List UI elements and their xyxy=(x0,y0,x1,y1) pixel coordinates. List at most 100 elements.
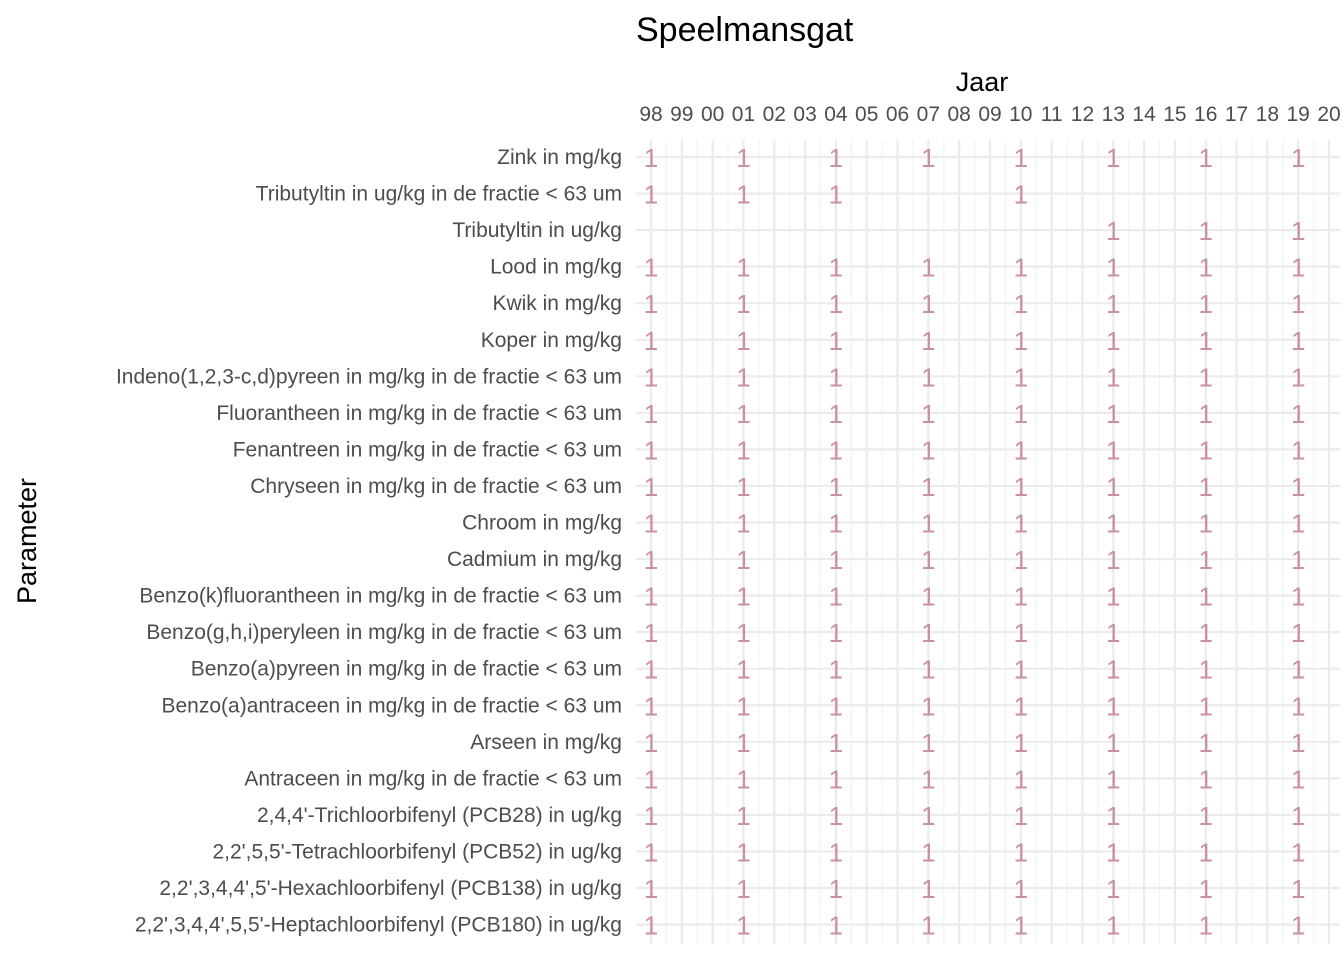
data-point-label: 1 xyxy=(644,545,658,575)
data-point-label: 1 xyxy=(921,655,935,685)
data-point-label: 1 xyxy=(829,764,843,794)
data-point-label: 1 xyxy=(644,253,658,283)
data-point-label: 1 xyxy=(921,289,935,319)
data-point-label: 1 xyxy=(1014,399,1028,429)
y-tick-label: 2,4,4'-Trichloorbifenyl (PCB28) in ug/kg xyxy=(257,804,622,827)
data-point-label: 1 xyxy=(1198,289,1212,319)
data-point-label: 1 xyxy=(736,253,750,283)
y-tick-label: 2,2',3,4,4',5,5'-Heptachloorbifenyl (PCB… xyxy=(135,914,622,937)
data-point-label: 1 xyxy=(829,180,843,210)
data-point-label: 1 xyxy=(644,655,658,685)
data-point-label: 1 xyxy=(829,655,843,685)
data-point-label: 1 xyxy=(1198,435,1212,465)
x-tick-label: 06 xyxy=(886,103,909,126)
data-point-label: 1 xyxy=(1106,691,1120,721)
data-point-label: 1 xyxy=(921,691,935,721)
data-point-label: 1 xyxy=(1106,582,1120,612)
data-point-label: 1 xyxy=(1291,691,1305,721)
chart-title: Speelmansgat xyxy=(636,11,854,49)
data-point-label: 1 xyxy=(1106,216,1120,246)
data-point-label: 1 xyxy=(921,764,935,794)
data-point-label: 1 xyxy=(1198,253,1212,283)
data-point-label: 1 xyxy=(644,911,658,941)
data-point-label: 1 xyxy=(1291,509,1305,539)
y-tick-label: Kwik in mg/kg xyxy=(492,292,622,315)
data-point-label: 1 xyxy=(829,837,843,867)
data-point-label: 1 xyxy=(1014,691,1028,721)
data-point-label: 1 xyxy=(1198,362,1212,392)
data-point-label: 1 xyxy=(1014,801,1028,831)
data-point-label: 1 xyxy=(829,911,843,941)
data-point-label: 1 xyxy=(644,435,658,465)
data-point-label: 1 xyxy=(1198,618,1212,648)
data-point-label: 1 xyxy=(1291,362,1305,392)
data-point-label: 1 xyxy=(1106,509,1120,539)
y-tick-label: Chroom in mg/kg xyxy=(462,512,622,535)
y-tick-label: 2,2',5,5'-Tetrachloorbifenyl (PCB52) in … xyxy=(212,840,622,863)
data-point-label: 1 xyxy=(644,728,658,758)
data-point-label: 1 xyxy=(644,801,658,831)
data-point-label: 1 xyxy=(644,764,658,794)
x-tick-label: 14 xyxy=(1132,103,1156,126)
x-axis-title: Jaar xyxy=(956,67,1009,97)
data-point-label: 1 xyxy=(736,728,750,758)
data-point-label: 1 xyxy=(1291,143,1305,173)
data-point-label: 1 xyxy=(644,143,658,173)
data-point-label: 1 xyxy=(1014,289,1028,319)
data-point-label: 1 xyxy=(736,691,750,721)
y-tick-label: Arseen in mg/kg xyxy=(470,731,622,754)
x-tick-label: 17 xyxy=(1225,103,1248,126)
x-tick-label: 08 xyxy=(948,103,971,126)
data-point-label: 1 xyxy=(736,472,750,502)
x-tick-label: 98 xyxy=(639,103,662,126)
y-tick-label: Chryseen in mg/kg in de fractie < 63 um xyxy=(250,475,622,498)
data-point-label: 1 xyxy=(1198,764,1212,794)
data-point-label: 1 xyxy=(1198,472,1212,502)
data-point-label: 1 xyxy=(829,618,843,648)
data-point-label: 1 xyxy=(1106,801,1120,831)
data-point-label: 1 xyxy=(644,618,658,648)
data-point-label: 1 xyxy=(1291,253,1305,283)
data-point-label: 1 xyxy=(1198,399,1212,429)
data-point-label: 1 xyxy=(1291,764,1305,794)
data-point-label: 1 xyxy=(736,655,750,685)
data-point-label: 1 xyxy=(829,326,843,356)
data-point-label: 1 xyxy=(1198,801,1212,831)
data-point-label: 1 xyxy=(1291,435,1305,465)
y-tick-label: Zink in mg/kg xyxy=(497,146,622,169)
data-point-label: 1 xyxy=(829,801,843,831)
data-point-label: 1 xyxy=(1106,837,1120,867)
y-tick-labels: Zink in mg/kg Tributyltin in ug/kg in de … xyxy=(116,146,622,937)
data-point-label: 1 xyxy=(736,582,750,612)
data-point-label: 1 xyxy=(829,582,843,612)
data-point-label: 1 xyxy=(829,362,843,392)
data-point-label: 1 xyxy=(736,911,750,941)
data-point-label: 1 xyxy=(921,728,935,758)
data-point-label: 1 xyxy=(829,435,843,465)
grid xyxy=(636,140,1340,944)
data-point-label: 1 xyxy=(1291,326,1305,356)
data-point-label: 1 xyxy=(644,874,658,904)
data-point-label: 1 xyxy=(1106,911,1120,941)
data-point-label: 1 xyxy=(1291,216,1305,246)
data-point-label: 1 xyxy=(829,728,843,758)
x-tick-label: 15 xyxy=(1163,103,1186,126)
data-point-label: 1 xyxy=(1106,399,1120,429)
data-point-label: 1 xyxy=(1014,472,1028,502)
data-point-label: 1 xyxy=(1014,253,1028,283)
data-point-label: 1 xyxy=(1291,911,1305,941)
data-points: 1 1 1 1 1 1 1 1 1 1 1 1 1 1 1 1 1 1 1 1 1 1 1 1 1 1 1 1 1 1 1 1 1 1 1 1 1 1 1 1… xyxy=(644,143,1306,941)
x-tick-label: 05 xyxy=(855,103,878,126)
y-tick-label: Benzo(g,h,i)peryleen in mg/kg in de frac… xyxy=(146,621,622,644)
data-point-label: 1 xyxy=(1291,289,1305,319)
data-point-label: 1 xyxy=(736,435,750,465)
data-point-label: 1 xyxy=(921,582,935,612)
data-point-label: 1 xyxy=(1014,143,1028,173)
data-point-label: 1 xyxy=(1198,655,1212,685)
data-point-label: 1 xyxy=(1198,691,1212,721)
data-point-label: 1 xyxy=(644,362,658,392)
data-point-label: 1 xyxy=(1106,326,1120,356)
data-point-label: 1 xyxy=(921,509,935,539)
y-tick-label: Antraceen in mg/kg in de fractie < 63 um xyxy=(244,767,622,790)
